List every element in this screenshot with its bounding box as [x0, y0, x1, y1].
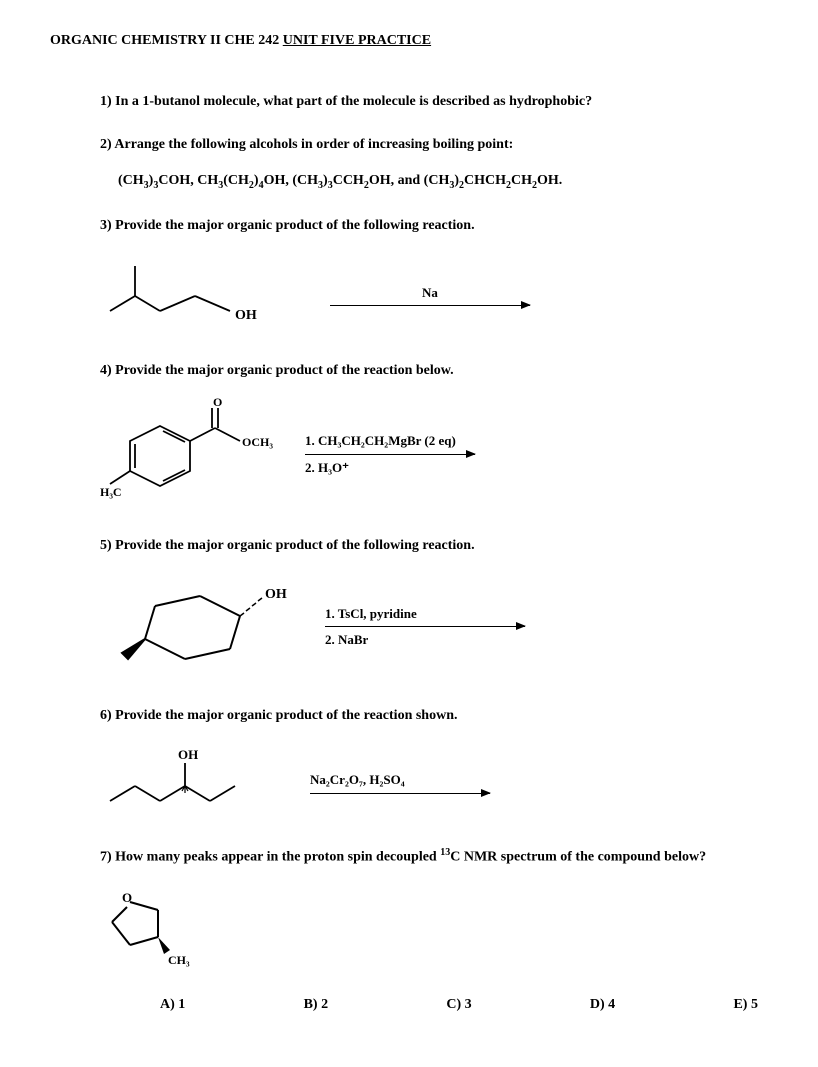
svg-text:OH: OH — [235, 308, 257, 323]
unit-title: UNIT FIVE PRACTICE — [283, 33, 431, 48]
q5-reaction: OH 1. TsCl, pyridine 2. NaBr — [100, 571, 768, 683]
q6-reaction: OH Na₂Cr₂O₇, H₂SO₄ — [100, 741, 768, 823]
q5-structure: OH — [100, 571, 310, 683]
q5-text: 5) Provide the major organic product of … — [100, 535, 768, 556]
q6-reagent: Na₂Cr₂O₇, H₂SO₄ — [310, 770, 490, 790]
q5-reagent2: 2. NaBr — [325, 630, 525, 650]
arrow-icon — [305, 454, 475, 455]
svg-text:OH: OH — [265, 587, 287, 602]
q4-reaction: O OCH₃ H₃C 1. CH₃CH₂CH₂MgBr (2 eq) 2. H₃… — [100, 396, 768, 513]
q5-reagents: 1. TsCl, pyridine 2. NaBr — [325, 601, 525, 653]
svg-text:O: O — [122, 890, 132, 905]
q4-reagent1: 1. CH₃CH₂CH₂MgBr (2 eq) — [305, 431, 475, 451]
svg-text:OCH₃: OCH₃ — [242, 435, 273, 449]
document-header: ORGANIC CHEMISTRY II CHE 242 UNIT FIVE P… — [50, 30, 768, 51]
q2-text: 2) Arrange the following alcohols in ord… — [100, 134, 768, 155]
q4-reagents: 1. CH₃CH₂CH₂MgBr (2 eq) 2. H₃O⁺ — [305, 428, 475, 480]
svg-text:CH₃: CH₃ — [168, 953, 190, 967]
option-a: A) 1 — [160, 994, 185, 1015]
q3-reaction: OH Na — [100, 251, 768, 338]
course-code: ORGANIC CHEMISTRY II CHE 242 — [50, 33, 279, 48]
q4-reagent2: 2. H₃O⁺ — [305, 458, 475, 478]
question-3: 3) Provide the major organic product of … — [50, 215, 768, 338]
q1-text: 1) In a 1-butanol molecule, what part of… — [100, 91, 768, 112]
svg-text:OH: OH — [178, 747, 198, 762]
q3-reagent: Na — [330, 283, 530, 303]
question-5: 5) Provide the major organic product of … — [50, 535, 768, 683]
question-4: 4) Provide the major organic product of … — [50, 360, 768, 513]
arrow-icon — [310, 793, 490, 794]
svg-text:H₃C: H₃C — [100, 485, 122, 499]
q7-options: A) 1 B) 2 C) 3 D) 4 E) 5 — [100, 994, 768, 1015]
svg-text:O: O — [213, 396, 222, 409]
q7-structure-row: O CH₃ — [100, 882, 768, 979]
option-c: C) 3 — [446, 994, 471, 1015]
q6-reagents: Na₂Cr₂O₇, H₂SO₄ — [310, 767, 490, 797]
question-6: 6) Provide the major organic product of … — [50, 705, 768, 823]
option-d: D) 4 — [590, 994, 615, 1015]
option-e: E) 5 — [733, 994, 758, 1015]
q6-structure: OH — [100, 741, 280, 823]
option-b: B) 2 — [304, 994, 329, 1015]
arrow-icon — [330, 305, 530, 306]
question-1: 1) In a 1-butanol molecule, what part of… — [50, 91, 768, 112]
q5-reagent1: 1. TsCl, pyridine — [325, 604, 525, 624]
q7-text: 7) How many peaks appear in the proton s… — [100, 845, 768, 868]
arrow-icon — [325, 626, 525, 627]
q4-structure: O OCH₃ H₃C — [100, 396, 290, 513]
q6-text: 6) Provide the major organic product of … — [100, 705, 768, 726]
q7-structure: O CH₃ — [100, 882, 210, 979]
q3-structure: OH — [100, 251, 300, 338]
question-2: 2) Arrange the following alcohols in ord… — [50, 134, 768, 193]
q2-compounds: (CH3)3COH, CH3(CH2)4OH, (CH3)3CCH2OH, an… — [100, 170, 768, 193]
q4-text: 4) Provide the major organic product of … — [100, 360, 768, 381]
q3-reagents: Na — [330, 280, 530, 310]
question-7: 7) How many peaks appear in the proton s… — [50, 845, 768, 1016]
q3-text: 3) Provide the major organic product of … — [100, 215, 768, 236]
